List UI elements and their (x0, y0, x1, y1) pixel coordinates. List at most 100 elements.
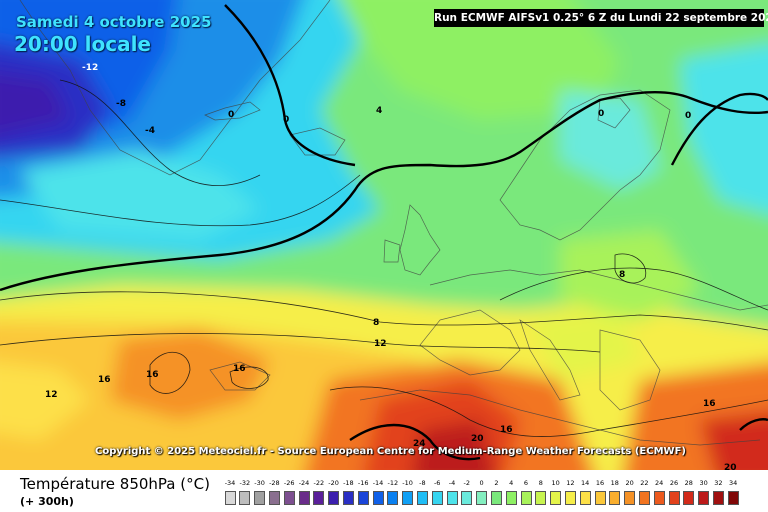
isotherm-label: 0 (598, 109, 604, 119)
scale-swatch (224, 491, 236, 505)
scale-swatch (653, 491, 665, 505)
scale-label: 14 (581, 479, 590, 487)
isotherm-label: 16 (703, 399, 716, 409)
scale-label: 0 (479, 479, 484, 487)
scale-swatch (254, 491, 266, 505)
isotherm-label: 8 (373, 318, 379, 328)
scale-label: -24 (298, 479, 310, 487)
isotherm-label: 20 (471, 434, 484, 444)
scale-swatch (505, 491, 517, 505)
scale-swatch (387, 491, 399, 505)
scale-swatch (328, 491, 340, 505)
scale-label: 22 (640, 479, 649, 487)
scale-label: 16 (595, 479, 605, 487)
scale-label: -10 (402, 479, 413, 487)
scale-swatch (668, 491, 680, 505)
scale-label: -4 (448, 479, 456, 487)
isotherm-label: 16 (146, 370, 159, 380)
scale-swatch (698, 491, 710, 505)
scale-swatch (268, 491, 280, 505)
scale-label: -34 (224, 479, 236, 487)
scale-swatch (298, 491, 310, 505)
zero-isotherm (0, 4, 768, 461)
scale-label: -20 (328, 479, 339, 487)
isotherm-label: 4 (376, 106, 382, 116)
scale-label: -16 (357, 479, 369, 487)
scale-label: 30 (699, 479, 708, 487)
isotherm-label: 24 (413, 439, 426, 449)
scale-swatch (624, 491, 636, 505)
isotherm-label: 12 (45, 390, 58, 400)
isotherm-label: 12 (374, 339, 387, 349)
coastlines (19, 0, 768, 446)
scale-label: -22 (313, 479, 325, 487)
scale-label: 32 (714, 479, 723, 487)
scale-swatch (609, 491, 621, 505)
scale-swatch (476, 491, 488, 505)
isotherm-label: 0 (283, 115, 289, 125)
isotherm-labels: -12 -8 -4 0 0 4 0 0 8 8 12 12 16 16 16 1… (45, 63, 737, 470)
scale-swatch (461, 491, 473, 505)
scale-swatch (342, 491, 354, 505)
scale-swatch (727, 491, 739, 505)
scale-label: -32 (239, 479, 251, 487)
isotherm-label: 16 (98, 375, 111, 385)
isotherm-label: 0 (685, 111, 691, 121)
isotherm-label: 16 (233, 364, 246, 374)
scale-label: 34 (729, 479, 738, 487)
isotherm-label: -4 (145, 126, 155, 136)
color-scale: -34 -32 -30 -28 -26 -24 -22 -20 -18 -16 -14 -12 -10-… (224, 479, 744, 511)
scale-swatch (446, 491, 458, 505)
isotherm-label: 8 (619, 270, 625, 280)
scale-swatch (431, 491, 443, 505)
scale-swatch (402, 491, 414, 505)
isotherm-label: 20 (724, 463, 737, 470)
scale-label: 24 (655, 479, 664, 487)
scale-swatch (638, 491, 650, 505)
scale-swatch (579, 491, 591, 505)
isotherm-lines (0, 79, 768, 437)
isotherm-label: 16 (500, 425, 513, 435)
scale-label: -30 (254, 479, 265, 487)
forecast-lead-time: (+ 300h) (20, 495, 74, 508)
scale-swatch (283, 491, 295, 505)
scale-swatch (313, 491, 325, 505)
temperature-map: -12 -8 -4 0 0 4 0 0 8 8 12 12 16 16 16 1… (0, 0, 768, 470)
scale-swatch (357, 491, 369, 505)
scale-label: 6 (523, 479, 529, 487)
isotherm-label: -8 (116, 99, 126, 109)
scale-swatch (564, 491, 576, 505)
copyright-notice: Copyright © 2025 Meteociel.fr - Source E… (95, 446, 686, 457)
scale-label: -12 (387, 479, 399, 487)
temperature-field (0, 0, 768, 470)
scale-label: -28 (269, 479, 280, 487)
scale-swatch (239, 491, 251, 505)
scale-swatch (416, 491, 428, 505)
isotherm-label: 0 (228, 110, 234, 120)
scale-label: -26 (283, 479, 295, 487)
forecast-date: Samedi 4 octobre 2025 (16, 13, 212, 31)
scale-label: 20 (625, 479, 634, 487)
scale-swatch (372, 491, 384, 505)
scale-swatch (490, 491, 502, 505)
scale-swatch (550, 491, 562, 505)
scale-swatch (594, 491, 606, 505)
scale-label: 26 (669, 479, 679, 487)
scale-swatch (683, 491, 695, 505)
scale-swatch (712, 491, 724, 505)
scale-label: 4 (509, 479, 514, 487)
scale-label: -14 (372, 479, 384, 487)
scale-label: 12 (566, 479, 575, 487)
scale-label: 2 (494, 479, 499, 487)
scale-swatch (535, 491, 547, 505)
scale-label: -6 (433, 479, 441, 487)
scale-label: 28 (684, 479, 693, 487)
legend-bar: Température 850hPa (°C) (+ 300h) -34 -32-… (0, 470, 768, 512)
forecast-time: 20:00 locale (14, 32, 151, 56)
parameter-title: Température 850hPa (°C) (20, 475, 210, 493)
scale-label: 8 (538, 479, 543, 487)
scale-label: -18 (343, 479, 354, 487)
scale-label: -8 (419, 479, 426, 487)
scale-label: 10 (551, 479, 560, 487)
